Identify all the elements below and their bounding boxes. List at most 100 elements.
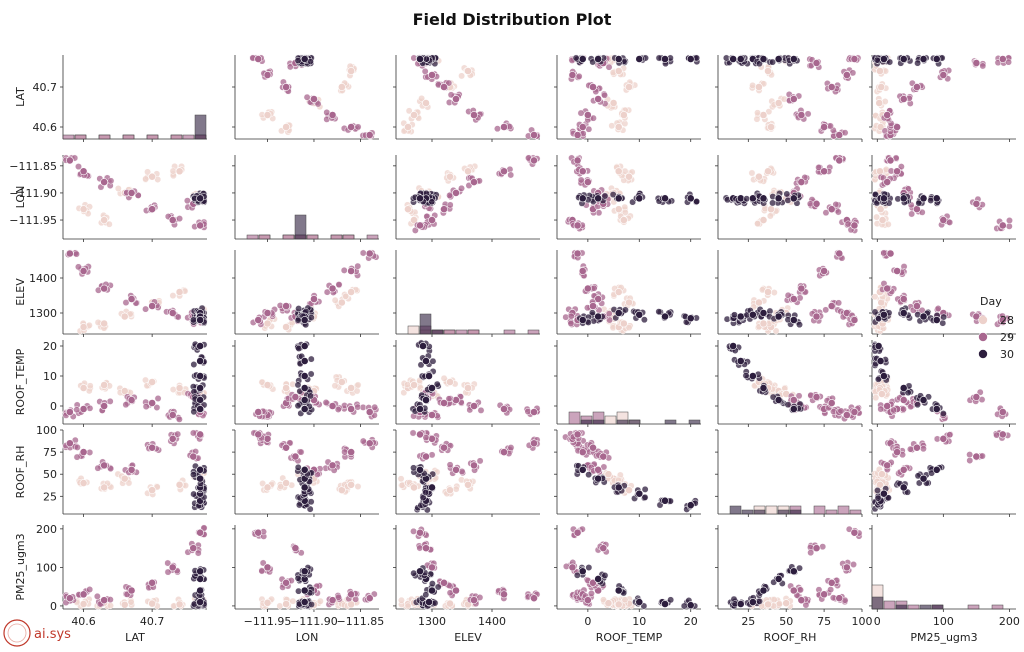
y-axis-label-LON: LON [14,186,27,209]
scatter-point-day-28 [263,483,272,492]
scatter-point-day-29 [589,302,597,310]
scatter-point-day-30 [876,357,885,365]
scatter-point-day-29 [254,430,263,439]
scatter-point-day-30 [874,487,881,494]
y-axis-label-ROOF_TEMP: ROOF_TEMP [14,348,27,415]
y-tick-label: 10 [43,370,57,383]
hist-bar-day-29 [837,505,850,515]
scatter-point-day-29 [573,156,582,165]
scatter-point-day-29 [842,71,851,79]
scatter-point-day-29 [500,167,508,176]
scatter-point-day-30 [919,474,928,483]
scatter-point-day-28 [464,167,472,176]
scatter-point-day-28 [142,175,150,183]
scatter-point-day-29 [328,111,337,119]
scatter-point-day-30 [422,489,430,496]
scatter-point-day-30 [932,405,941,413]
scatter-point-day-30 [429,357,437,365]
scatter-point-day-28 [410,381,418,389]
scatter-point-day-30 [736,55,745,63]
scatter-point-day-30 [594,194,603,203]
scatter-point-day-28 [282,479,290,487]
hist-bar-day-30 [688,419,701,425]
x-tick-label: 50 [779,615,793,628]
scatter-point-day-30 [919,55,928,63]
scatter-point-day-29 [594,95,603,103]
scatter-point-day-30 [410,464,417,472]
scatter-point-day-29 [883,178,892,186]
hist-bar-day-29 [246,234,259,240]
scatter-point-day-29 [263,563,272,572]
scatter-point-day-28 [148,378,157,386]
scatter-point-day-30 [784,401,792,409]
scatter-point-day-30 [300,55,309,63]
scatter-point-day-29 [886,156,895,165]
scatter-point-day-28 [169,386,177,393]
scatter-point-day-30 [578,465,587,474]
hist-bar-day-29 [503,329,516,335]
scatter-point-day-30 [755,60,763,68]
panel-ROOF_RH-vs-ELEV [393,429,541,517]
scatter-point-day-28 [759,319,768,328]
scatter-point-day-28 [614,167,623,176]
scatter-point-day-30 [300,483,309,492]
scatter-point-day-29 [421,67,429,75]
scatter-point-day-30 [295,587,302,595]
scatter-point-day-28 [347,67,356,75]
scatter-point-day-30 [614,194,623,203]
scatter-point-day-29 [154,395,162,402]
scatter-point-day-28 [404,123,412,131]
scatter-point-day-29 [310,295,318,303]
x-axis-label-LAT: LAT [125,631,145,644]
scatter-point-day-29 [409,429,417,437]
scatter-point-day-29 [322,399,330,406]
scatter-point-day-30 [932,194,941,203]
scatter-point-day-28 [175,167,184,176]
scatter-point-day-29 [79,405,88,413]
scatter-point-day-29 [835,594,844,603]
scatter-point-day-30 [300,586,309,595]
scatter-point-day-29 [347,123,356,131]
scatter-point-day-28 [764,67,772,75]
scatter-point-day-29 [806,200,814,208]
scatter-point-day-29 [440,443,448,452]
hist-bar-day-30 [931,604,944,610]
x-tick-label: 0 [874,615,881,628]
scatter-point-day-28 [755,83,763,91]
scatter-point-day-29 [834,208,842,216]
y-tick-label: 100 [36,561,57,574]
scatter-point-day-30 [601,192,609,200]
legend-label-day-30: 30 [1000,348,1014,361]
scatter-point-day-30 [886,58,894,66]
scatter-point-day-29 [913,83,921,91]
scatter-point-day-29 [303,93,311,101]
scatter-point-day-29 [939,434,948,443]
scatter-point-day-28 [175,600,184,609]
scatter-point-day-29 [347,448,356,457]
scatter-point-day-29 [913,205,921,214]
scatter-point-day-30 [300,342,309,350]
scatter-point-day-29 [347,267,356,275]
scatter-point-day-30 [874,494,882,502]
scatter-point-day-29 [500,590,508,599]
scatter-point-day-30 [879,194,888,203]
scatter-point-day-30 [661,55,669,63]
scatter-point-day-29 [477,406,485,414]
scatter-point-day-30 [914,401,922,409]
scatter-point-day-30 [635,310,644,319]
x-tick-label: 100 [933,615,954,628]
scatter-point-day-30 [614,309,623,317]
scatter-point-day-30 [422,357,430,365]
legend-label-day-28: 28 [1000,314,1014,327]
scatter-point-day-29 [587,590,595,597]
scatter-point-day-29 [573,131,582,139]
scatter-point-day-28 [446,486,454,495]
y-tick-label: 100 [36,424,57,437]
scatter-point-day-28 [148,599,157,608]
scatter-point-day-29 [583,178,592,186]
scatter-point-day-30 [307,392,314,400]
scatter-point-day-30 [196,465,205,474]
scatter-point-day-29 [893,448,902,457]
scatter-point-day-28 [263,381,272,389]
